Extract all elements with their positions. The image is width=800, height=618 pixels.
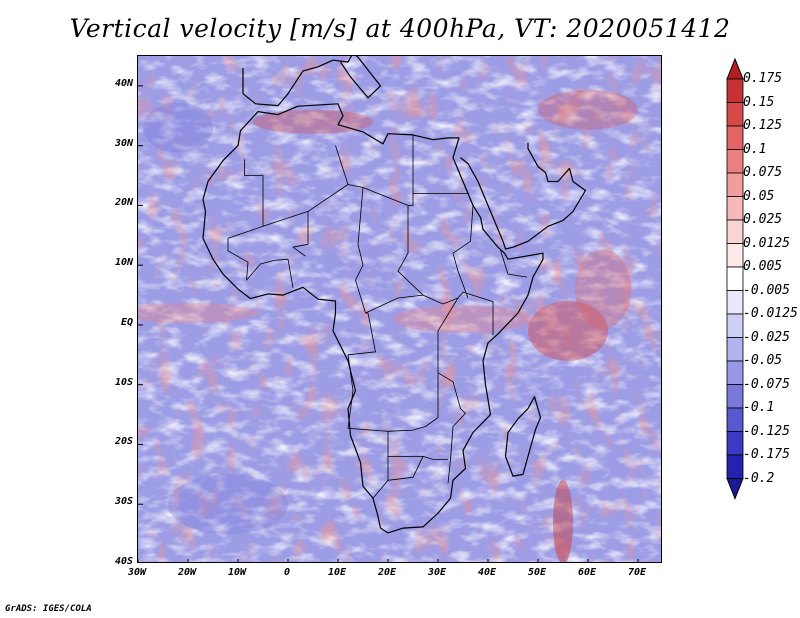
colorbar-label: 0.1 xyxy=(743,141,767,157)
lat-tick-label: 40N xyxy=(114,77,133,89)
country-border xyxy=(347,354,439,432)
country-border xyxy=(262,184,409,254)
colorbar-label: 0.05 xyxy=(743,188,775,204)
colorbar-label: 0.005 xyxy=(743,259,783,274)
lon-tick-label: 20E xyxy=(377,567,397,578)
lon-tick-label: 50E xyxy=(527,567,547,578)
colorbar-label: -0.2 xyxy=(743,470,775,486)
colorbar-swatch xyxy=(726,384,744,409)
country-border xyxy=(365,294,424,314)
velocity-field xyxy=(138,56,661,562)
velocity-feature xyxy=(575,249,631,330)
europe-coastline xyxy=(242,56,382,107)
colorbar-swatch xyxy=(726,337,744,362)
velocity-feature xyxy=(168,474,288,535)
country-border xyxy=(500,250,528,278)
colorbar-swatch xyxy=(726,125,744,150)
velocity-feature xyxy=(553,480,573,562)
country-border xyxy=(335,145,349,185)
colorbar-swatch xyxy=(726,290,744,315)
lat-tick-label: 10N xyxy=(114,257,133,269)
colorbar-swatch xyxy=(726,313,744,338)
country-border xyxy=(408,134,414,206)
country-border xyxy=(437,297,466,484)
country-border xyxy=(372,431,389,499)
colorbar-label: 0.075 xyxy=(743,165,783,180)
colorbar-swatch xyxy=(726,219,744,244)
lat-tick-label: EQ xyxy=(120,316,133,328)
lat-tick-label: 40S xyxy=(114,556,133,567)
velocity-feature xyxy=(528,300,608,361)
colorbar-swatch xyxy=(726,407,744,432)
colorbar-swatch xyxy=(726,149,744,174)
velocity-feature xyxy=(538,89,638,130)
colorbar-label: -0.0125 xyxy=(743,306,798,321)
field-texture-warm xyxy=(138,56,661,562)
colorbar-label: -0.075 xyxy=(743,376,790,392)
country-border xyxy=(292,211,309,257)
colorbar-label: -0.005 xyxy=(743,282,790,298)
lon-tick-label: 10E xyxy=(327,567,347,578)
country-border xyxy=(347,187,376,356)
map-title: Vertical velocity [m/s] at 400hPa, VT: 2… xyxy=(69,14,731,43)
country-border xyxy=(388,456,448,460)
velocity-feature xyxy=(393,304,533,333)
colorbar-label: -0.025 xyxy=(743,329,790,345)
lon-tick-label: 20W xyxy=(177,567,197,578)
lat-tick-label: 30N xyxy=(114,137,133,149)
colorbar xyxy=(726,57,744,500)
credit-text: GrADS: IGES/COLA xyxy=(5,604,92,614)
country-border xyxy=(227,238,294,288)
lon-tick-label: 30W xyxy=(127,567,147,578)
lon-tick-label: 0 xyxy=(283,567,291,578)
colorbar-label: -0.05 xyxy=(743,353,783,368)
colorbar-label: 0.125 xyxy=(743,118,783,133)
country-border xyxy=(227,159,264,239)
lat-tick-label: 20S xyxy=(114,436,133,448)
madagascar-coastline xyxy=(504,396,542,477)
colorbar-swatch xyxy=(726,196,744,221)
lon-tick-label: 60E xyxy=(577,567,597,578)
colorbar-label: 0.175 xyxy=(743,71,783,86)
lon-tick-label: 70E xyxy=(627,567,647,578)
colorbar-swatch xyxy=(726,454,744,479)
colorbar-swatch xyxy=(726,360,744,385)
country-border xyxy=(452,205,474,299)
velocity-feature xyxy=(138,302,258,323)
colorbar-lower-arrow xyxy=(726,478,744,500)
lat-tick-label: 30S xyxy=(114,496,133,508)
country-border xyxy=(397,253,494,336)
velocity-feature xyxy=(143,102,213,153)
colorbar-swatch xyxy=(726,78,744,103)
colorbar-label: 0.025 xyxy=(743,212,783,227)
colorbar-label: 0.0125 xyxy=(743,235,790,251)
colorbar-label: -0.1 xyxy=(743,400,775,415)
map-panel xyxy=(137,55,662,563)
colorbar-swatch xyxy=(726,431,744,456)
lon-tick-label: 40E xyxy=(477,567,497,578)
lat-tick-label: 20N xyxy=(114,197,133,209)
colorbar-swatch xyxy=(726,172,744,197)
colorbar-upper-arrow xyxy=(726,57,744,80)
lon-tick-label: 30E xyxy=(427,567,447,578)
country-border xyxy=(387,456,424,481)
colorbar-swatch xyxy=(726,102,744,127)
lat-tick-label: 10S xyxy=(114,376,133,388)
arabia-coastline xyxy=(460,142,587,250)
colorbar-swatch xyxy=(726,243,744,268)
colorbar-label: -0.175 xyxy=(743,447,790,462)
colorbar-label: 0.15 xyxy=(743,94,775,110)
colorbar-swatch xyxy=(726,266,744,291)
lon-tick-label: 10W xyxy=(227,567,247,578)
africa-coastline xyxy=(202,103,544,534)
colorbar-label: -0.125 xyxy=(743,423,790,439)
